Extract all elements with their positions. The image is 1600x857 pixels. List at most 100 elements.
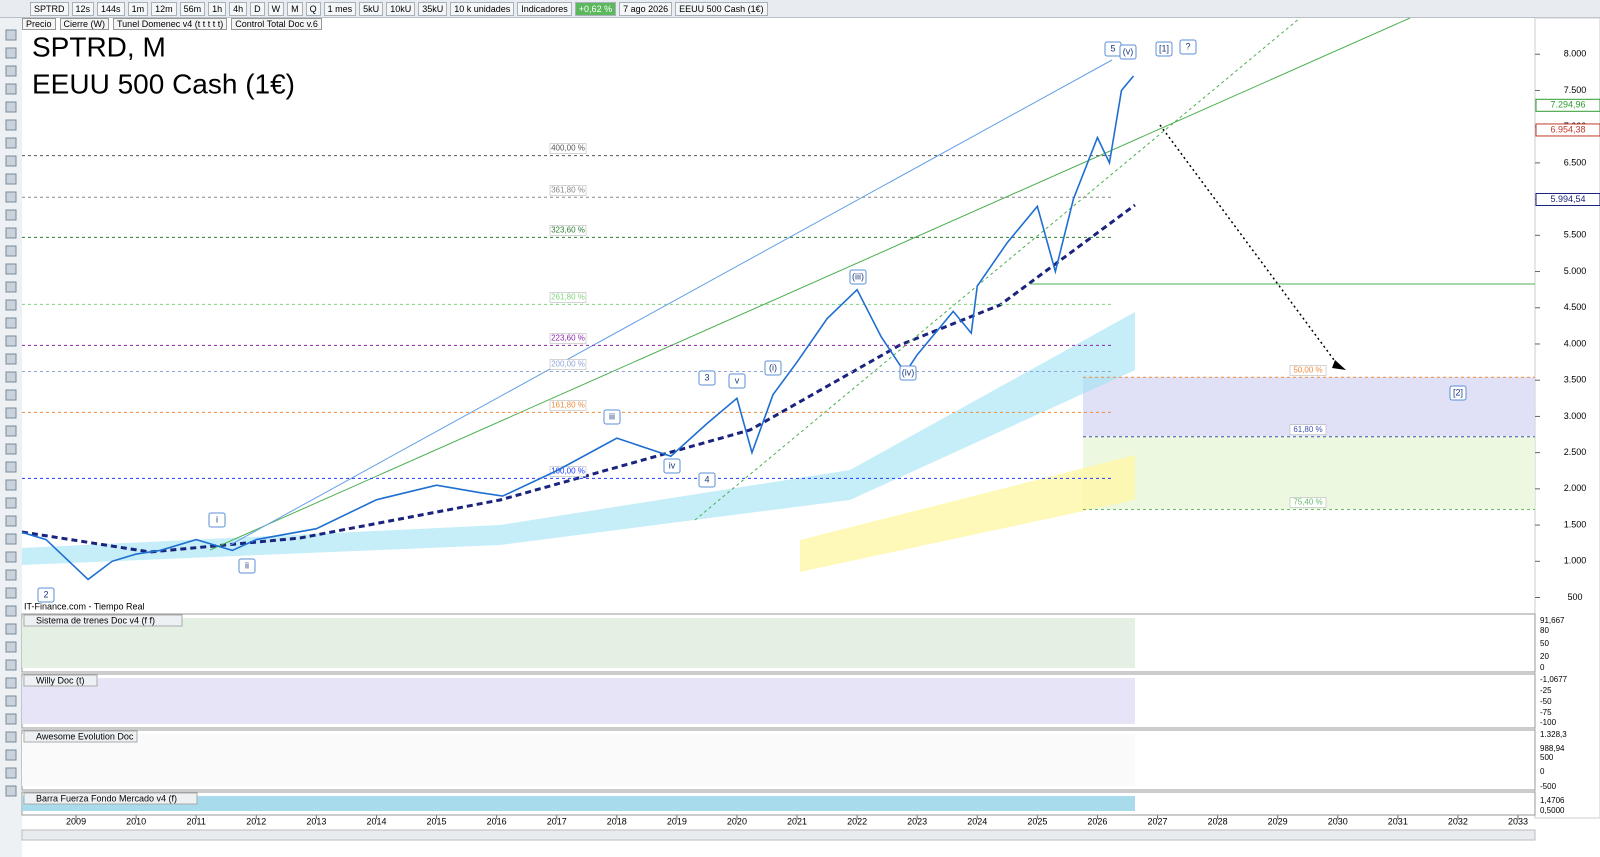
tool-icon[interactable] (5, 65, 17, 77)
last-price-label: 6.954,38 (1550, 124, 1585, 134)
tool-icon[interactable] (5, 731, 17, 743)
tool-icon[interactable] (5, 29, 17, 41)
fib-label-box (549, 359, 587, 370)
tool-icon[interactable] (5, 605, 17, 617)
wave-box (899, 365, 917, 381)
wave-label: (iv) (902, 367, 915, 377)
tool-icon[interactable] (5, 83, 17, 95)
timeframe-button[interactable]: 4h (229, 1, 248, 16)
tool-icon[interactable] (5, 497, 17, 509)
wave-box (663, 458, 681, 474)
tool-icon[interactable] (5, 407, 17, 419)
pane-tick-label: -1,0677 (1540, 675, 1568, 684)
unit-button[interactable]: 35kU (418, 1, 448, 16)
tool-icon[interactable] (5, 47, 17, 59)
pane-title-box (23, 614, 183, 627)
timeframe-button[interactable]: D (250, 1, 265, 16)
y-tick-label: 1.000 (1564, 556, 1587, 566)
unit-button[interactable]: 10kU (386, 1, 416, 16)
tool-icon[interactable] (5, 623, 17, 635)
tool-icon[interactable] (5, 317, 17, 329)
tool-icon[interactable] (5, 155, 17, 167)
tool-icon[interactable] (5, 785, 17, 797)
wave-label: i (216, 514, 218, 524)
y-tick-label: 7.500 (1564, 85, 1587, 95)
tool-icon[interactable] (5, 479, 17, 491)
tool-icon[interactable] (5, 425, 17, 437)
wave-label: (iii) (852, 271, 864, 281)
timeframe-button[interactable]: 12m (151, 1, 177, 16)
wave-box (1119, 44, 1137, 60)
tool-icon[interactable] (5, 299, 17, 311)
tool-icon[interactable] (5, 227, 17, 239)
tool-icon[interactable] (5, 101, 17, 113)
tool-icon[interactable] (5, 461, 17, 473)
timeframe-button[interactable]: M (287, 1, 303, 16)
legend-item[interactable]: Tunel Domenec v4 (t t t t t) (113, 18, 228, 30)
tool-icon[interactable] (5, 695, 17, 707)
pane-tick-label: 20 (1540, 652, 1549, 661)
timeframe-button[interactable]: 12s (71, 1, 95, 16)
fib-label: 100,00 % (551, 467, 585, 476)
unit-select[interactable]: 10 k unidades (450, 1, 515, 16)
wave-box (849, 269, 867, 285)
tool-icon[interactable] (5, 137, 17, 149)
tool-icon[interactable] (5, 713, 17, 725)
symbol[interactable]: SPTRD (30, 1, 69, 16)
timeframe-button[interactable]: W (267, 1, 285, 16)
tool-icon[interactable] (5, 443, 17, 455)
tool-icon[interactable] (5, 191, 17, 203)
legend-item[interactable]: Precio (22, 18, 56, 30)
tool-icon[interactable] (5, 641, 17, 653)
tool-icon[interactable] (5, 551, 17, 563)
unit-button[interactable]: 5kU (359, 1, 384, 16)
tool-icon[interactable] (5, 515, 17, 527)
y-tick-label: 8.000 (1564, 49, 1587, 59)
fib-label: 323,60 % (551, 225, 585, 234)
timeframe-button[interactable]: 144s (97, 1, 125, 16)
last-price-tag (1535, 192, 1600, 206)
moving-average (21, 203, 1136, 554)
tool-icon[interactable] (5, 371, 17, 383)
pane-fill (22, 796, 1135, 811)
instrument[interactable]: EEUU 500 Cash (1€) (675, 1, 768, 16)
wave-label: 5 (1110, 43, 1115, 53)
y-tick-label: 6.500 (1564, 157, 1587, 167)
tool-icon[interactable] (5, 659, 17, 671)
date[interactable]: 7 ago 2026 (619, 1, 673, 16)
y-tick-label: 5.500 (1564, 230, 1587, 240)
timeframe-button[interactable]: 56m (179, 1, 206, 16)
price-line (21, 75, 1135, 581)
legend-item[interactable]: Cierre (W) (59, 18, 110, 30)
x-tick-label: 2029 (1268, 816, 1288, 826)
tool-icon[interactable] (5, 587, 17, 599)
timeframe-button[interactable]: Q (305, 1, 321, 16)
tool-icon[interactable] (5, 335, 17, 347)
legend-item[interactable]: Control Total Doc v.6 (231, 18, 322, 30)
pane-title: Sistema de trenes Doc v4 (f f) (36, 615, 155, 625)
tool-icon[interactable] (5, 263, 17, 275)
tool-icon[interactable] (5, 245, 17, 257)
tool-icon[interactable] (5, 119, 17, 131)
timeframe-button[interactable]: 1h (208, 1, 227, 16)
x-tick-label: 2020 (727, 816, 747, 826)
period-select[interactable]: 1 mes (323, 1, 357, 16)
wave-label: 3 (704, 372, 709, 382)
tool-icon[interactable] (5, 767, 17, 779)
change[interactable]: +0,62 % (574, 1, 617, 16)
tool-icon[interactable] (5, 389, 17, 401)
timeframe-button[interactable]: 1m (127, 1, 149, 16)
tool-icon[interactable] (5, 677, 17, 689)
fib-label-box (549, 292, 587, 303)
wave-label: 4 (704, 474, 709, 484)
tool-icon[interactable] (5, 209, 17, 221)
tool-icon[interactable] (5, 569, 17, 581)
tool-icon[interactable] (5, 173, 17, 185)
tool-icon[interactable] (5, 353, 17, 365)
pane-tick-label: 1,4706 (1540, 796, 1565, 805)
pane-tick-label: 0 (1540, 767, 1545, 776)
tool-icon[interactable] (5, 281, 17, 293)
indicators-button[interactable]: Indicadores (517, 1, 572, 16)
tool-icon[interactable] (5, 533, 17, 545)
tool-icon[interactable] (5, 749, 17, 761)
